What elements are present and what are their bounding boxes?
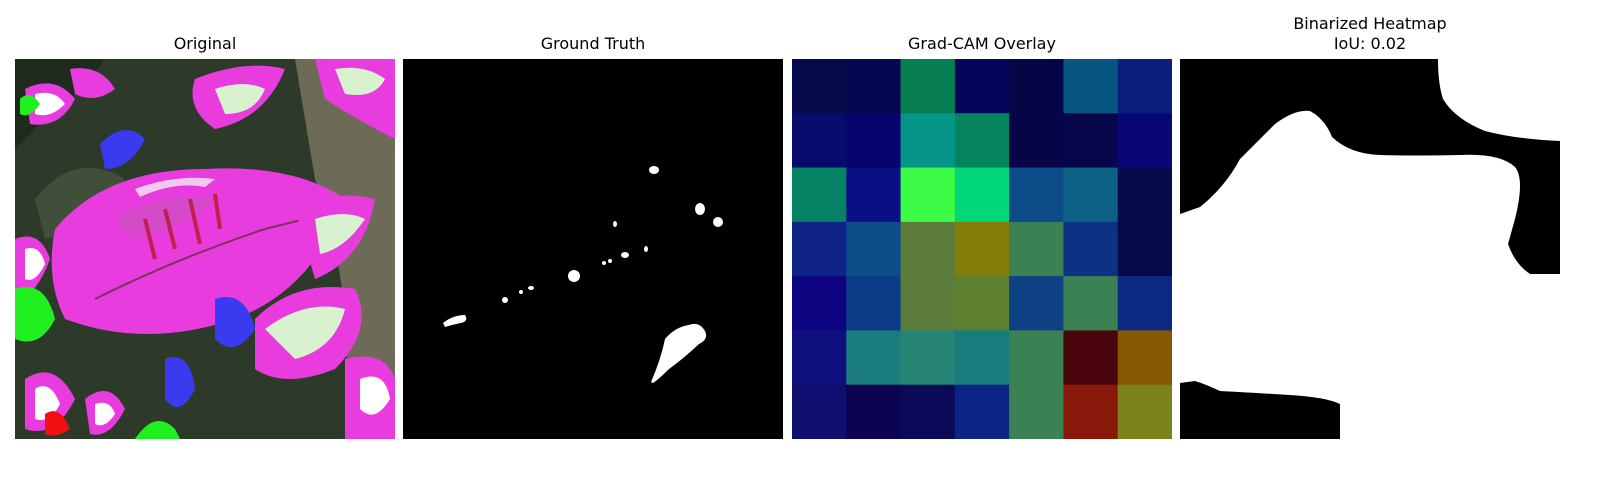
heatmap-cell [900,384,956,439]
heatmap-cell [954,221,1010,277]
heatmap-cell [954,276,1010,331]
binarized-heatmap [1180,59,1560,439]
heatmap-cell [1063,221,1119,277]
heatmap-cell [1117,221,1172,277]
heatmap-cell [1009,167,1064,223]
original-image [15,59,395,439]
heatmap-cell [846,113,902,169]
heatmap-cell [792,330,847,386]
heatmap-cell [792,113,847,169]
heatmap-cell [1063,167,1119,223]
heatmap-cell [1117,113,1172,169]
heatmap-cell [792,221,847,277]
heatmap-cell [1117,276,1172,331]
heatmap-cell [1009,221,1064,277]
heatmap-cell [846,276,902,331]
heatmap-cell [900,167,956,223]
heatmap-cell [1117,59,1172,114]
heatmap-cell [846,167,902,223]
heatmap-cell [954,330,1010,386]
heatmap-cell [1063,113,1119,169]
heatmap-cell [792,384,847,439]
heatmap-cell [954,167,1010,223]
heatmap-cell [1063,330,1119,386]
iou-score-label: IoU: 0.02 [1333,34,1407,53]
heatmap-cell [1063,276,1119,331]
heatmap-cell [1009,276,1064,331]
heatmap-cell [1009,113,1064,169]
heatmap-cell [846,59,902,114]
heatmap-cell [1117,330,1172,386]
heatmap-cell [900,59,956,114]
panel-title-gradcam-overlay: Grad-CAM Overlay [908,34,1056,53]
heatmap-cell [846,330,902,386]
heatmap-cell [1063,59,1119,114]
heatmap-cell [900,221,956,277]
heatmap-cell [1009,384,1064,439]
panel-title-ground-truth: Ground Truth [540,34,646,53]
heatmap-cell [1009,59,1064,114]
panel-title-original: Original [173,34,237,53]
heatmap-cell [900,276,956,331]
heatmap-cell [846,221,902,277]
heatmap-cell [954,59,1010,114]
heatmap-cell [900,113,956,169]
heatmap-cell [846,384,902,439]
heatmap-cell [792,59,847,114]
panel-title-binarized-heatmap: Binarized Heatmap [1293,14,1447,33]
heatmap-cell [954,113,1010,169]
gradcam-overlay [792,59,1172,439]
heatmap-cell [1117,384,1172,439]
heatmap-cell [900,330,956,386]
heatmap-cell [954,384,1010,439]
heatmap-cell [1063,384,1119,439]
heatmap-cell [792,167,847,223]
heatmap-cell [792,276,847,331]
heatmap-cell [1009,330,1064,386]
heatmap-cell [1117,167,1172,223]
ground-truth-mask [403,59,783,439]
